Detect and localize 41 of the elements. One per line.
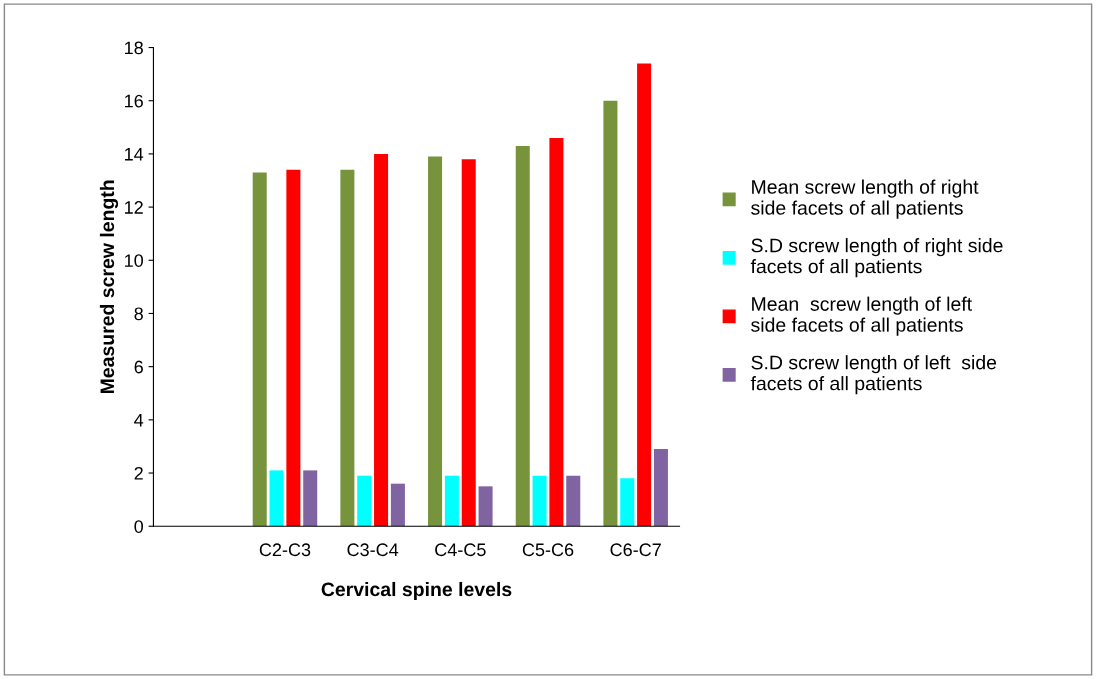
bar (357, 475, 372, 527)
bar (620, 478, 635, 527)
bar (444, 475, 459, 527)
bar (303, 470, 318, 527)
bar (374, 153, 389, 527)
y-tick-label: 6 (134, 360, 143, 374)
bar (269, 470, 284, 527)
y-axis-title: Measured screw length (99, 180, 119, 394)
bar (549, 137, 564, 527)
x-tick-label: C6-C7 (610, 543, 661, 557)
bar (252, 172, 267, 527)
bar (603, 100, 618, 527)
y-tick-label: 14 (125, 148, 144, 161)
legend-label: Mean screw length of left side facets of all patients (751, 296, 972, 336)
legend-label: Mean screw length of right side facets of all patients (751, 179, 979, 219)
bar (478, 486, 493, 527)
bar (428, 156, 443, 527)
x-axis-title: Cervical spine levels (321, 581, 512, 601)
legend-label: S.D screw length of right side facets of all patients (750, 238, 1003, 278)
bar (532, 475, 547, 527)
bar (653, 449, 668, 527)
y-tick-label: 8 (134, 307, 143, 321)
bar (461, 159, 476, 527)
y-tick-label: 2 (134, 466, 143, 480)
y-tick-label: 12 (125, 201, 143, 214)
x-tick-label: C5-C6 (522, 543, 574, 557)
bar (566, 475, 581, 527)
y-tick-label: 18 (125, 41, 143, 55)
bar (340, 169, 355, 527)
x-tick-label: C3-C4 (347, 543, 399, 557)
x-tick-label: C4-C5 (435, 543, 486, 557)
y-tick-label: 10 (125, 254, 144, 267)
legend-label: S.D screw length of left side facets of all patients (750, 355, 997, 395)
bar (286, 169, 301, 527)
bar (515, 145, 530, 527)
y-tick-label: 16 (125, 94, 143, 108)
bar (637, 63, 652, 527)
y-tick-label: 0 (134, 520, 144, 533)
x-tick-label: C2-C3 (259, 543, 311, 557)
bar (390, 483, 405, 527)
y-tick-label: 4 (134, 413, 144, 427)
